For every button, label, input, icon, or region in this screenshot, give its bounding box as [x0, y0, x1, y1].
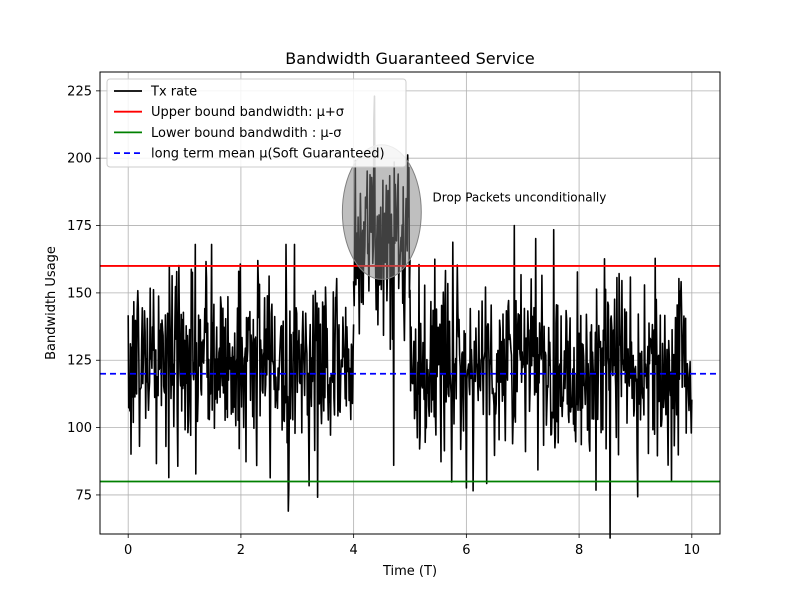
x-tick-label: 2 [237, 543, 245, 558]
y-tick-label: 75 [75, 488, 92, 503]
y-tick-label: 150 [67, 286, 92, 301]
x-tick-label: 0 [124, 543, 132, 558]
y-tick-label: 100 [67, 421, 92, 436]
legend-entry-label: Tx rate [150, 85, 197, 100]
chart-title: Bandwidth Guaranteed Service [285, 49, 534, 68]
y-tick-label: 175 [67, 219, 92, 234]
annotation-text: Drop Packets unconditionally [433, 190, 607, 204]
legend-entry-label: long term mean μ(Soft Guaranteed) [151, 147, 385, 162]
legend-box [106, 78, 407, 168]
legend: Tx rate Upper bound bandwidth: μ+σ Lower b… [106, 78, 407, 168]
y-axis-label: Bandwidth Usage [44, 246, 59, 360]
x-tick-label: 6 [462, 543, 470, 558]
x-tick-label: 8 [575, 543, 583, 558]
y-tick-label: 225 [67, 84, 92, 99]
x-axis-label: Time (T) [382, 564, 437, 579]
legend-entry-label: Lower bound bandwdith : μ-σ [151, 126, 342, 141]
y-tick-label: 200 [67, 152, 92, 167]
series-line-tx-rate [127, 243, 355, 512]
axis-ticks: 0 2 4 6 8 10 75 100 125 150 175 200 225 [67, 84, 700, 558]
annotation-layer: Drop Packets unconditionally [341, 144, 607, 280]
series-line-tx-rate [409, 224, 693, 539]
y-tick-label: 125 [67, 354, 92, 369]
x-tick-label: 4 [349, 543, 357, 558]
legend-entry-label: Upper bound bandwidth: μ+σ [151, 105, 344, 120]
x-tick-label: 10 [684, 543, 701, 558]
plot-frame [99, 71, 721, 535]
